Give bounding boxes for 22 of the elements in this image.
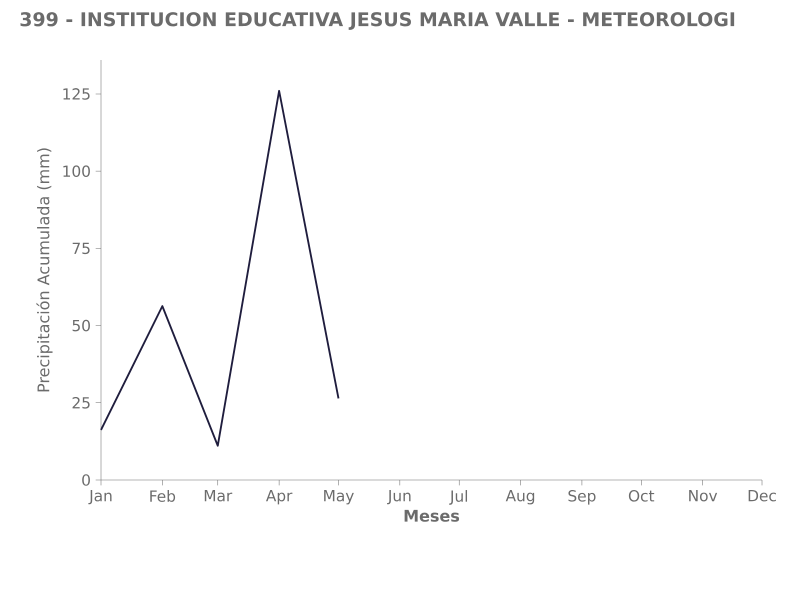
x-tick-label: Apr [266, 490, 292, 504]
y-axis-title: Precipitación Acumulada (mm) [36, 148, 53, 392]
y-tick-label: 25 [72, 397, 90, 409]
x-tick-label: Jun [387, 490, 411, 504]
x-axis-title: Meses [404, 510, 460, 522]
x-tick-label: Aug [506, 490, 534, 504]
x-tick-label: Dec [748, 490, 776, 502]
y-tick-label: 0 [82, 474, 90, 486]
line-series [100, 90, 340, 447]
x-tick-label: Feb [150, 490, 176, 502]
y-tick-label: 125 [63, 88, 90, 100]
x-tick-label: Jul [449, 490, 468, 505]
x-tick-label: May [324, 490, 354, 504]
x-tick-label: Sep [568, 490, 596, 505]
x-tick-label: Jan [88, 490, 112, 504]
y-tick-label: 100 [63, 165, 90, 177]
x-tick-label: Mar [204, 490, 232, 502]
y-tick-label: 75 [72, 242, 90, 254]
x-tick-label: Oct [628, 490, 654, 502]
chart-title: 399 - INSTITUCION EDUCATIVA JESUS MARIA VALLE - METEOROLOGI [20, 12, 734, 30]
y-tick-label: 50 [72, 320, 90, 332]
x-tick-label: Nov [689, 490, 718, 502]
